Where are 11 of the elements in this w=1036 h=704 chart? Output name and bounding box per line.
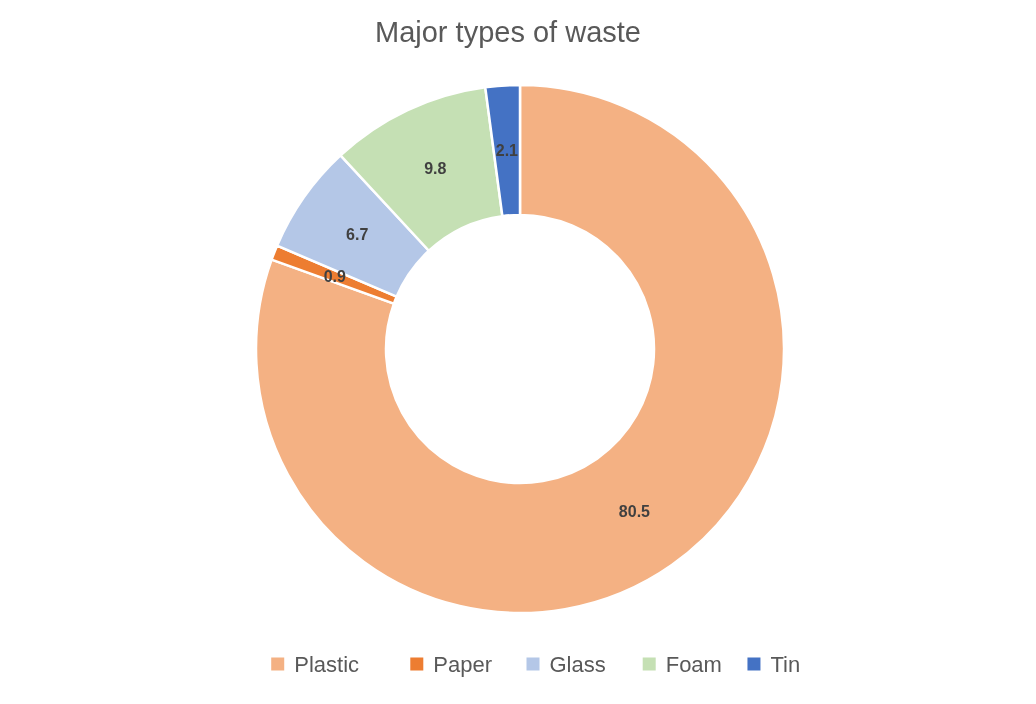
data-label: 6.7 — [346, 226, 369, 244]
data-label: 80.5 — [618, 503, 651, 521]
legend-label: Tin — [770, 651, 801, 677]
legend-label: Glass — [549, 651, 606, 677]
legend-label: Plastic — [294, 651, 360, 677]
data-label: 9.8 — [424, 160, 447, 178]
legend-label: Paper — [433, 651, 493, 677]
data-label: 2.1 — [495, 141, 519, 159]
legend-label: Foam — [665, 651, 722, 677]
chart-title: Major types of waste — [375, 16, 641, 48]
donut-slice — [255, 83, 786, 615]
